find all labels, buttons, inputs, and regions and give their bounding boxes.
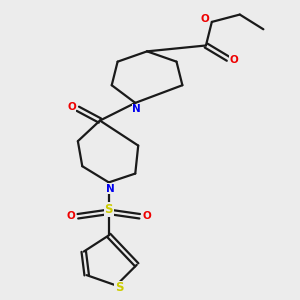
Text: S: S [104, 203, 113, 216]
Text: O: O [67, 102, 76, 112]
Text: O: O [143, 211, 152, 221]
Text: N: N [132, 104, 141, 114]
Text: N: N [106, 184, 115, 194]
Text: O: O [230, 55, 238, 65]
Text: S: S [115, 281, 123, 294]
Text: O: O [66, 211, 75, 221]
Text: O: O [201, 14, 210, 24]
